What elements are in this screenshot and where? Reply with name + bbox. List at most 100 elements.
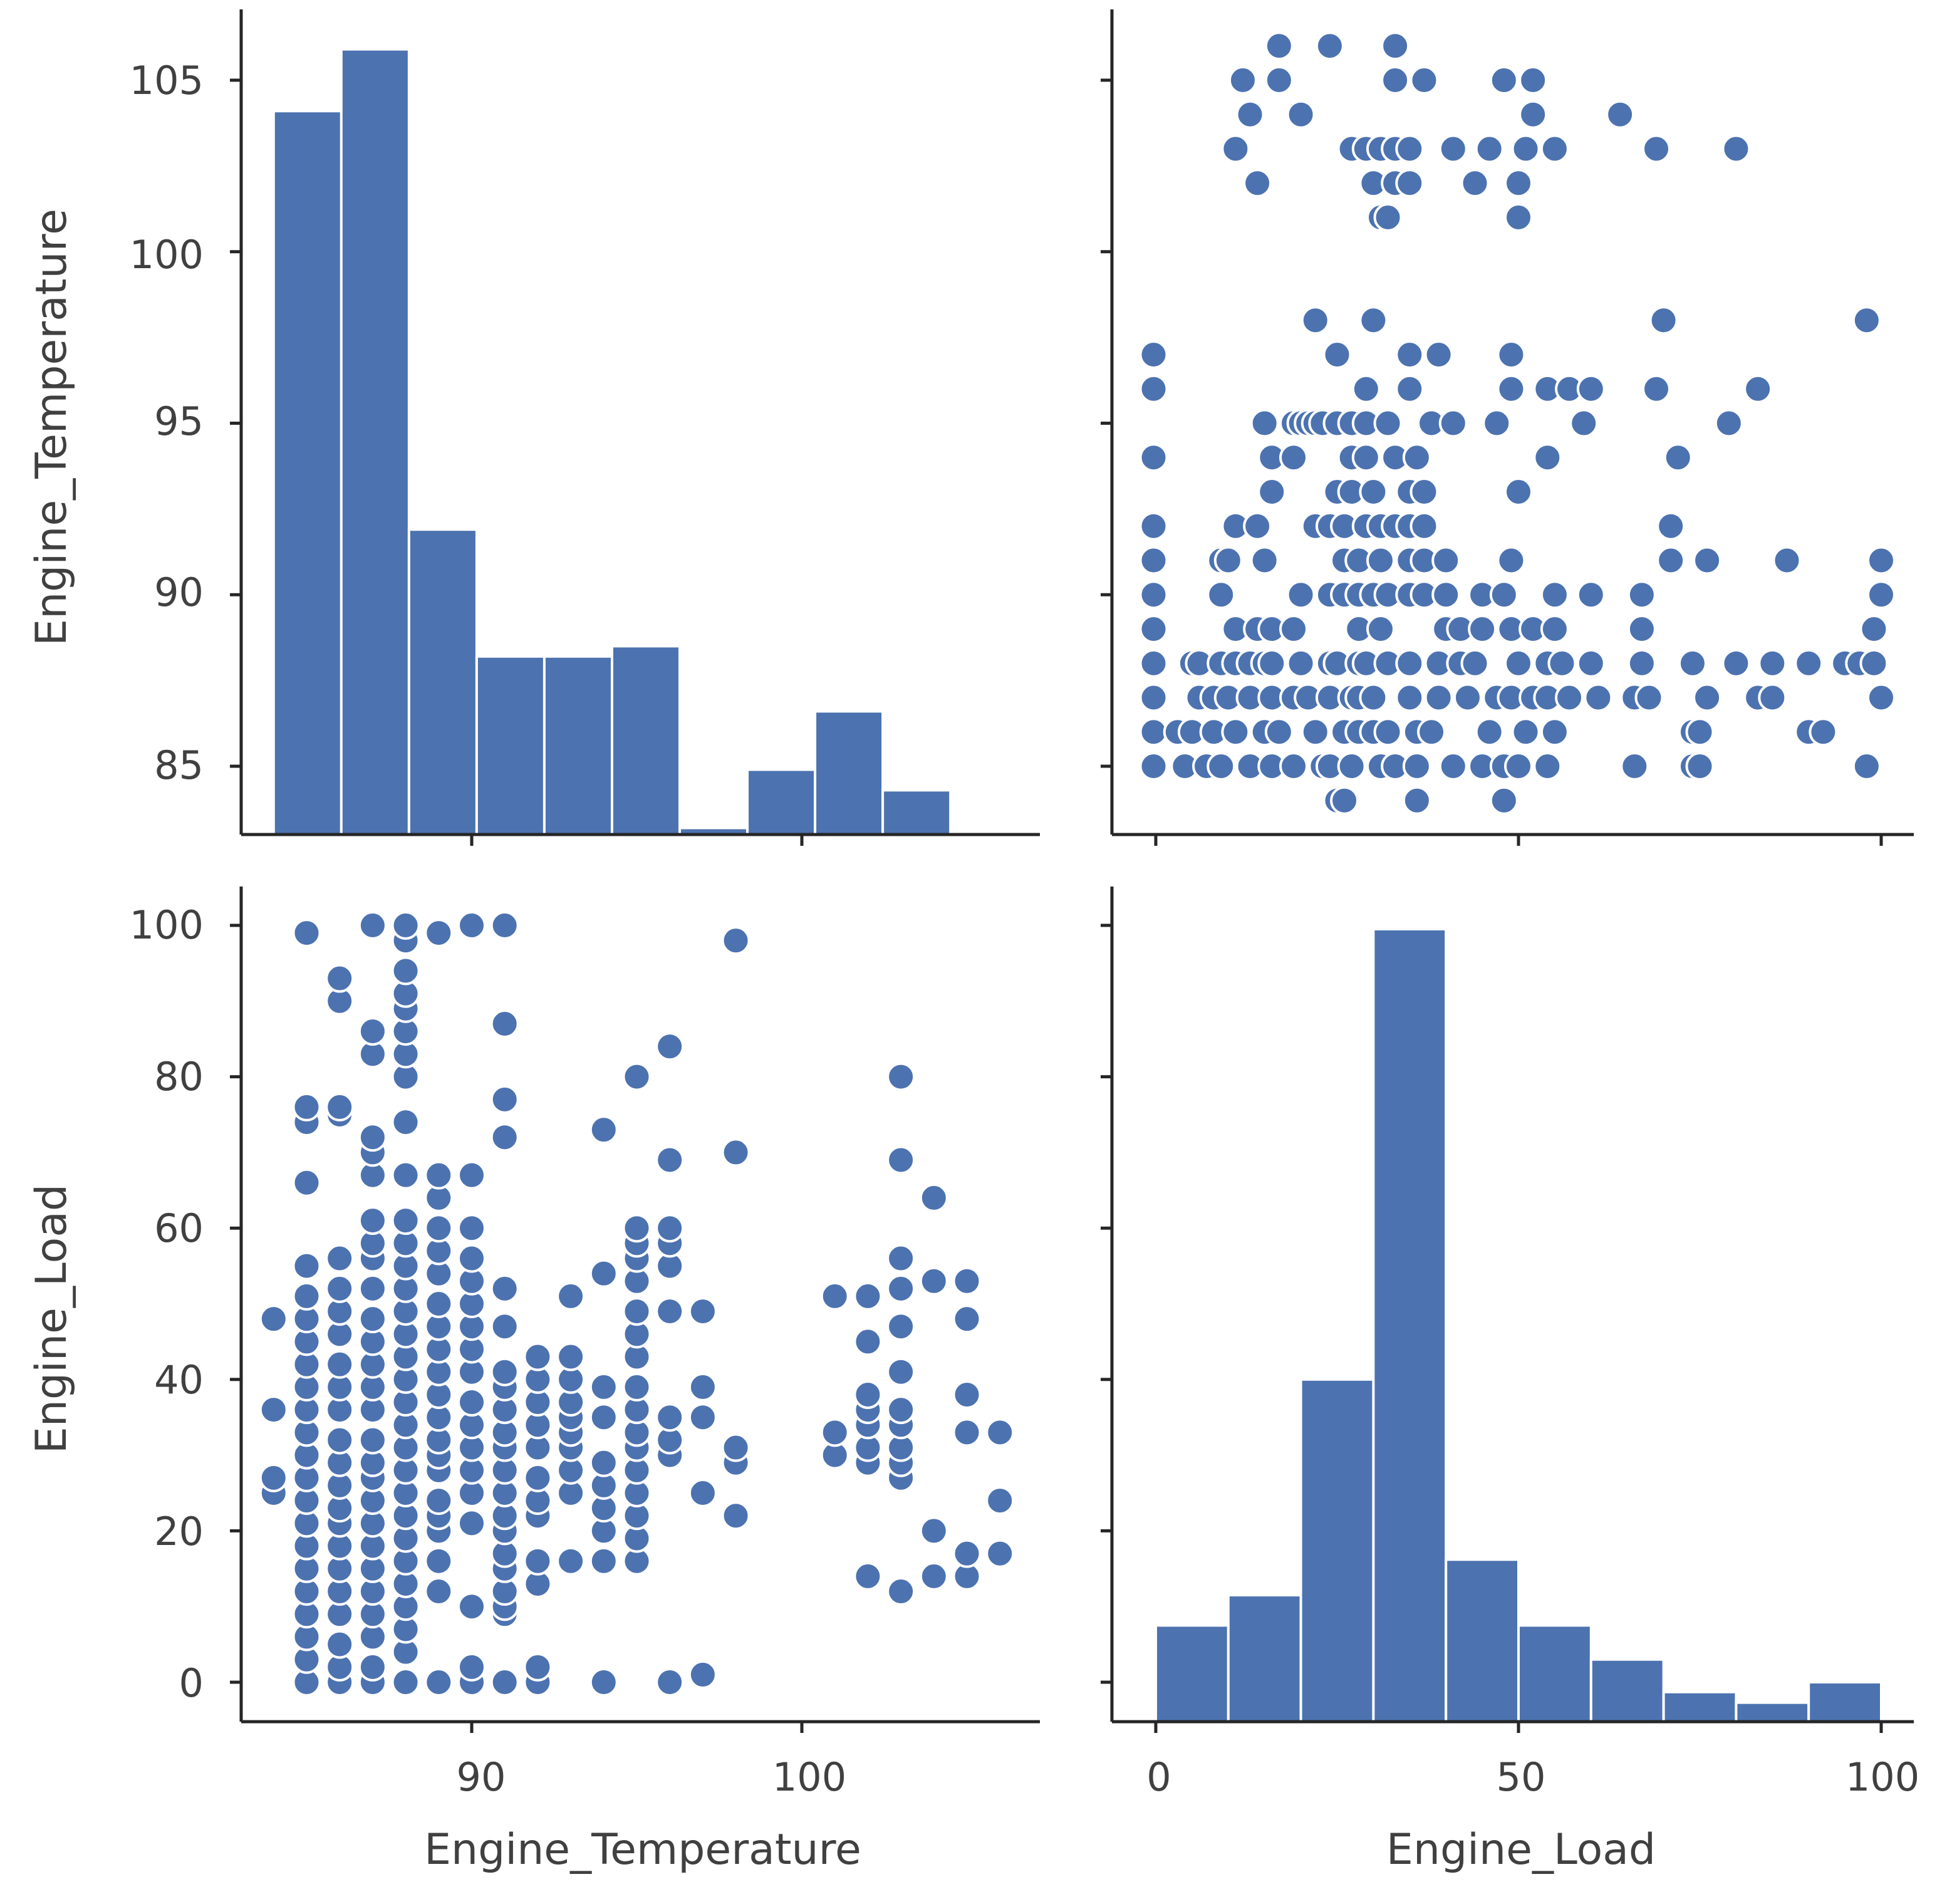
temperature-load-point bbox=[1286, 100, 1316, 129]
load-hist-bar bbox=[1299, 1378, 1375, 1724]
load-temperature-point bbox=[688, 1297, 717, 1326]
load-vs-temperature-scatter-panel bbox=[259, 911, 1015, 1697]
temperature-load-point bbox=[1228, 66, 1257, 95]
load-temperature-point bbox=[721, 1501, 750, 1531]
load-temperature-point bbox=[424, 1214, 454, 1243]
load-temperature-point bbox=[391, 1206, 420, 1236]
load-temperature-point bbox=[325, 964, 355, 993]
temperature-load-point bbox=[1627, 648, 1656, 678]
temperature-load-point bbox=[1721, 134, 1751, 164]
temperature-hist-bar bbox=[475, 655, 546, 836]
temperature-load-point bbox=[1330, 786, 1359, 815]
temperature-load-point bbox=[1279, 615, 1309, 643]
temperature-load-point bbox=[1678, 648, 1707, 678]
load-temperature-point bbox=[358, 911, 387, 940]
x-tick-label-load-100: 100 bbox=[1846, 1754, 1919, 1800]
temperature-load-point bbox=[1279, 443, 1309, 472]
load-temperature-point bbox=[622, 1297, 652, 1326]
x-tick-label-load-50: 50 bbox=[1497, 1754, 1546, 1800]
load-temperature-point bbox=[853, 1380, 883, 1409]
temperature-load-point bbox=[1642, 374, 1671, 403]
temperature-load-point bbox=[1576, 374, 1606, 403]
temperature-load-point bbox=[1656, 511, 1686, 541]
load-temperature-point bbox=[457, 1214, 486, 1243]
load-temperature-point bbox=[556, 1281, 586, 1311]
temperature-load-point bbox=[1511, 717, 1540, 747]
temperature-load-point bbox=[1139, 752, 1168, 781]
temperature-load-point bbox=[1685, 717, 1715, 747]
load-temperature-point bbox=[919, 1561, 948, 1591]
load-temperature-point bbox=[886, 1357, 916, 1386]
y-axis-title-temperature: Engine_Temperature bbox=[27, 209, 76, 646]
load-temperature-point bbox=[622, 1372, 652, 1402]
temperature-load-point bbox=[1634, 683, 1664, 712]
load-temperature-point bbox=[490, 1357, 519, 1386]
load-hist-bar bbox=[1589, 1658, 1665, 1724]
temperature-load-point bbox=[1431, 546, 1461, 575]
load-temperature-point bbox=[952, 1380, 982, 1409]
load-temperature-point bbox=[457, 1160, 486, 1190]
temperature-load-point bbox=[1852, 752, 1881, 781]
temperature-vs-load-scatter-panel bbox=[1139, 31, 1896, 815]
load-temperature-point bbox=[457, 911, 486, 940]
y-tick-label-load-20: 20 bbox=[154, 1509, 204, 1554]
load-temperature-point bbox=[886, 1062, 916, 1091]
temperature-load-point bbox=[1758, 648, 1787, 678]
y-axis-title-load: Engine_Load bbox=[27, 1184, 76, 1454]
y-tick-label-load-40: 40 bbox=[154, 1357, 204, 1403]
temperature-load-point bbox=[1663, 443, 1693, 472]
load-temperature-point bbox=[589, 1403, 618, 1432]
temperature-load-point bbox=[1139, 717, 1168, 747]
load-temperature-point bbox=[886, 1312, 916, 1341]
load-temperature-point bbox=[457, 1592, 486, 1621]
temperature-load-point bbox=[1576, 580, 1606, 610]
load-temperature-point bbox=[457, 1652, 486, 1682]
temperature-load-point bbox=[1359, 306, 1388, 335]
temperature-load-point bbox=[1540, 717, 1569, 747]
temperature-load-point bbox=[1627, 615, 1656, 643]
load-temperature-point bbox=[490, 911, 519, 940]
load-temperature-point bbox=[820, 1418, 849, 1447]
load-temperature-point bbox=[325, 1350, 355, 1379]
load-temperature-point bbox=[952, 1266, 982, 1296]
load-temperature-point bbox=[655, 1297, 685, 1326]
load-temperature-point bbox=[292, 1281, 321, 1311]
temperature-load-point bbox=[1279, 752, 1309, 781]
temperature-load-point bbox=[1533, 443, 1562, 472]
load-temperature-point bbox=[424, 1668, 454, 1697]
load-temperature-point bbox=[391, 956, 420, 986]
temperature-load-point bbox=[1257, 477, 1287, 506]
temperature-load-point bbox=[1395, 340, 1425, 369]
load-hist-bar bbox=[1372, 928, 1448, 1723]
load-temperature-point bbox=[688, 1372, 717, 1402]
temperature-load-point bbox=[1867, 683, 1896, 712]
temperature-load-point bbox=[1867, 546, 1896, 575]
load-temperature-point bbox=[589, 1448, 618, 1477]
load-histogram-panel bbox=[1155, 928, 1882, 1724]
x-tick-label-temp-100: 100 bbox=[772, 1754, 846, 1800]
load-temperature-point bbox=[655, 1032, 685, 1061]
load-temperature-point bbox=[490, 1123, 519, 1152]
load-hist-bar bbox=[1227, 1594, 1302, 1724]
temperature-load-point bbox=[1475, 717, 1504, 747]
temperature-load-point bbox=[1809, 717, 1838, 747]
temperature-load-point bbox=[1359, 477, 1388, 506]
load-temperature-point bbox=[589, 1259, 618, 1288]
temperature-load-point bbox=[1489, 786, 1519, 815]
load-temperature-point bbox=[424, 1486, 454, 1516]
temperature-load-point bbox=[1207, 580, 1236, 610]
temperature-load-point bbox=[1264, 717, 1294, 747]
load-temperature-point bbox=[589, 1115, 618, 1145]
load-temperature-point bbox=[325, 1092, 355, 1121]
temperature-load-point bbox=[1511, 134, 1540, 164]
load-temperature-point bbox=[424, 918, 454, 948]
load-temperature-point bbox=[985, 1418, 1015, 1447]
temperature-load-point bbox=[1139, 511, 1168, 541]
load-temperature-point bbox=[721, 1433, 750, 1462]
temperature-load-point bbox=[1139, 615, 1168, 643]
load-temperature-point bbox=[391, 1160, 420, 1190]
temperature-load-point bbox=[1264, 66, 1294, 95]
temperature-load-point bbox=[1867, 580, 1896, 610]
temperature-hist-bar bbox=[543, 655, 613, 836]
